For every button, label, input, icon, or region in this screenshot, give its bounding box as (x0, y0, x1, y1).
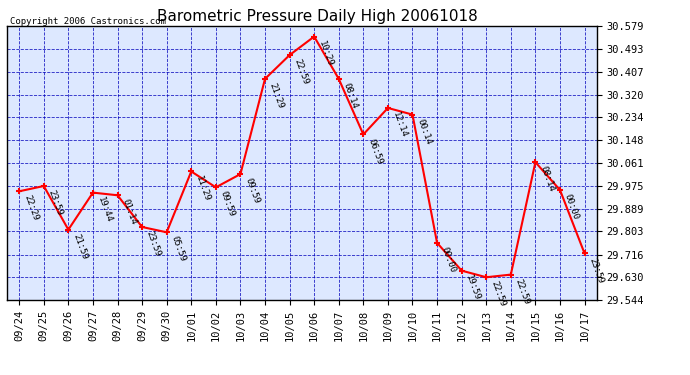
Text: 22:29: 22:29 (22, 194, 39, 222)
Text: 09:59: 09:59 (219, 190, 236, 218)
Text: 01:14: 01:14 (120, 198, 138, 226)
Text: 22:59: 22:59 (513, 278, 531, 306)
Text: 23:59: 23:59 (587, 256, 605, 285)
Text: 23:59: 23:59 (46, 189, 64, 217)
Text: 12:14: 12:14 (391, 111, 408, 139)
Text: 23:59: 23:59 (145, 230, 163, 258)
Text: Barometric Pressure Daily High 20061018: Barometric Pressure Daily High 20061018 (157, 9, 477, 24)
Text: 11:29: 11:29 (194, 174, 212, 202)
Text: 05:59: 05:59 (170, 235, 187, 263)
Text: 06:59: 06:59 (366, 137, 384, 165)
Text: Copyright 2006 Castronics.com: Copyright 2006 Castronics.com (10, 17, 166, 26)
Text: 19:59: 19:59 (464, 273, 482, 302)
Text: 08:14: 08:14 (342, 82, 359, 110)
Text: 21:29: 21:29 (268, 82, 286, 110)
Text: 10:29: 10:29 (317, 39, 335, 68)
Text: 22:59: 22:59 (489, 280, 506, 308)
Text: 00:14: 00:14 (415, 117, 433, 146)
Text: 21:59: 21:59 (71, 232, 89, 261)
Text: 00:00: 00:00 (563, 193, 580, 221)
Text: 09:59: 09:59 (243, 177, 261, 205)
Text: 22:59: 22:59 (293, 58, 310, 86)
Text: 00:00: 00:00 (440, 246, 457, 274)
Text: 08:14: 08:14 (538, 165, 556, 193)
Text: 19:44: 19:44 (96, 195, 113, 224)
